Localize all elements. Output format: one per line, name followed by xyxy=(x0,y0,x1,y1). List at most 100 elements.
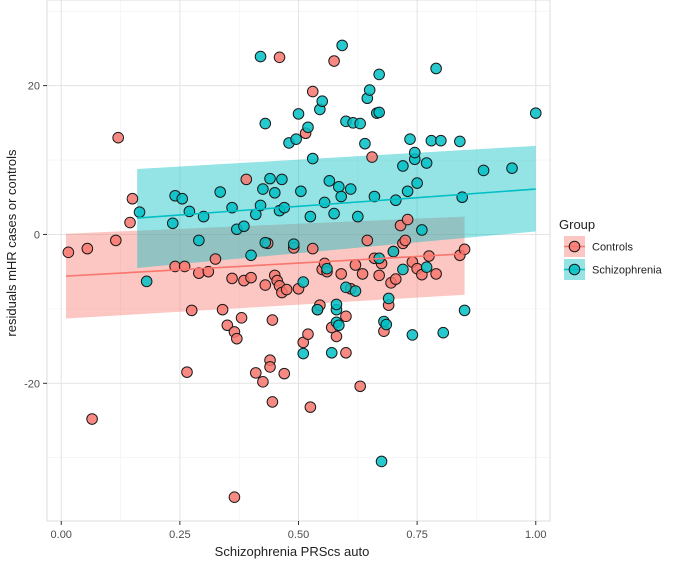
schizophrenia-point xyxy=(140,275,153,288)
x-tick-label: 0.75 xyxy=(406,529,427,541)
controls-point xyxy=(302,328,314,340)
legend-title: Group xyxy=(559,217,595,232)
schizophrenia-point xyxy=(437,326,450,339)
controls-point xyxy=(361,234,374,247)
controls-point xyxy=(354,380,366,393)
schizophrenia-point xyxy=(406,329,419,341)
controls-point xyxy=(185,304,198,317)
schizophrenia-point xyxy=(325,346,338,359)
schizophrenia-point xyxy=(268,186,281,199)
legend-keys: Controls Schizophrenia xyxy=(564,236,663,280)
y-tick-label: 20 xyxy=(28,81,40,93)
controls-point xyxy=(356,268,369,280)
schizophrenia-point xyxy=(245,249,257,262)
controls-point xyxy=(181,366,193,378)
controls-point xyxy=(330,330,343,343)
schizophrenia-point xyxy=(292,108,305,120)
schizophrenia-point xyxy=(458,304,471,317)
schizophrenia-point xyxy=(321,262,333,275)
controls-point xyxy=(221,319,234,332)
schizophrenia-point xyxy=(333,319,345,332)
schizophrenia-point xyxy=(404,133,416,145)
controls-fit-line xyxy=(65,253,465,277)
controls-point xyxy=(389,273,402,285)
controls-point xyxy=(340,346,352,359)
schizophrenia-point xyxy=(359,137,371,150)
controls-point xyxy=(401,213,414,226)
schizophrenia-point xyxy=(264,172,276,185)
schizophrenia-point xyxy=(259,117,272,130)
schizophrenia-confidence-band xyxy=(137,145,536,268)
y-axis-title: residuals mHR cases or controls xyxy=(4,149,19,337)
controls-point xyxy=(81,242,94,255)
grid xyxy=(47,0,550,521)
schizophrenia-point xyxy=(363,84,376,96)
schizophrenia-point xyxy=(335,190,348,203)
controls-point xyxy=(458,243,471,256)
x-tick-label: 1.00 xyxy=(525,529,546,541)
schizophrenia-point xyxy=(214,186,227,198)
schizophrenia-point xyxy=(297,347,310,360)
schizophrenia-point xyxy=(336,39,348,52)
controls-point xyxy=(62,246,75,259)
schizophrenia-point xyxy=(397,263,409,276)
schizophrenia-point xyxy=(306,152,319,165)
schizophrenia-point xyxy=(401,185,414,198)
controls-point xyxy=(124,216,136,229)
schizophrenia-point xyxy=(416,224,428,236)
schizophrenia-point xyxy=(382,292,395,305)
legend-key-point xyxy=(568,240,581,253)
schizophrenia-point xyxy=(304,210,317,223)
controls-point xyxy=(245,271,257,284)
controls-point xyxy=(278,367,291,380)
controls-point xyxy=(226,272,238,285)
schizophrenia-point xyxy=(454,135,466,148)
schizophrenia-point xyxy=(295,185,307,198)
schizophrenia-point xyxy=(311,303,324,316)
y-tick-label: -20 xyxy=(24,378,40,390)
legend-key-point xyxy=(568,263,581,276)
schizophrenia-point xyxy=(420,261,433,273)
schizophrenia-point xyxy=(430,62,442,75)
controls-point xyxy=(335,268,348,280)
schizophrenia-point xyxy=(408,146,421,159)
schizophrenia-point xyxy=(257,183,269,195)
controls-point xyxy=(235,312,248,324)
fit-lines xyxy=(65,188,536,277)
schizophrenia-point xyxy=(529,107,542,119)
schizophrenia-point xyxy=(166,217,179,230)
controls-point xyxy=(86,413,98,425)
x-tick-label: 0.25 xyxy=(169,529,190,541)
schizophrenia-point xyxy=(254,199,267,212)
controls-point xyxy=(304,401,317,413)
controls-point xyxy=(209,253,222,265)
schizophrenia-point xyxy=(397,160,409,172)
controls-point xyxy=(306,85,319,98)
legend: Group Controls Schizophrenia xyxy=(559,217,663,280)
controls-point xyxy=(266,314,279,326)
controls-point xyxy=(231,332,243,345)
controls-point xyxy=(328,55,340,67)
schizophrenia-point xyxy=(316,95,329,108)
schizophrenia-point xyxy=(297,276,310,288)
schizophrenia-point xyxy=(420,157,433,169)
legend-item-controls: Controls xyxy=(564,236,633,257)
y-tick-label: 0 xyxy=(34,229,40,241)
schizophrenia-point xyxy=(344,183,357,195)
controls-point xyxy=(430,268,442,280)
schizophrenia-point xyxy=(318,196,331,209)
schizophrenia-point xyxy=(352,210,364,223)
schizophrenia-point xyxy=(176,192,189,205)
controls-point xyxy=(240,173,253,186)
schizophrenia-point xyxy=(349,285,362,297)
schizophrenia-point xyxy=(506,162,518,175)
y-axis-ticks: -20 0 20 xyxy=(24,81,47,390)
schizophrenia-point xyxy=(328,207,340,220)
schizophrenia-point xyxy=(354,117,366,130)
schizophrenia-point xyxy=(333,181,345,193)
controls-point xyxy=(216,303,229,316)
legend-label: Controls xyxy=(592,242,633,254)
schizophrenia-point xyxy=(276,173,288,186)
controls-point xyxy=(266,396,279,408)
schizophrenia-point xyxy=(477,164,490,177)
